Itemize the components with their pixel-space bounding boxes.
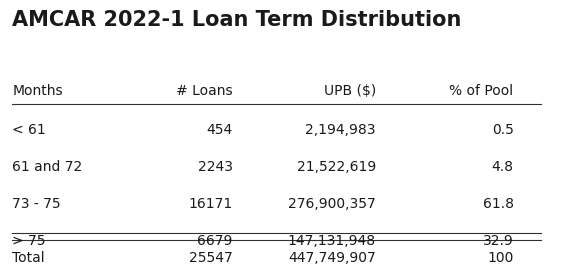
Text: 6679: 6679	[197, 234, 233, 248]
Text: 61 and 72: 61 and 72	[13, 160, 83, 175]
Text: 454: 454	[206, 124, 233, 137]
Text: UPB ($): UPB ($)	[324, 84, 376, 98]
Text: Months: Months	[13, 84, 63, 98]
Text: 100: 100	[487, 251, 514, 265]
Text: 25547: 25547	[189, 251, 233, 265]
Text: AMCAR 2022-1 Loan Term Distribution: AMCAR 2022-1 Loan Term Distribution	[13, 10, 462, 30]
Text: 447,749,907: 447,749,907	[288, 251, 376, 265]
Text: 16171: 16171	[189, 198, 233, 211]
Text: 61.8: 61.8	[483, 198, 514, 211]
Text: < 61: < 61	[13, 124, 46, 137]
Text: 21,522,619: 21,522,619	[296, 160, 376, 175]
Text: 2243: 2243	[198, 160, 233, 175]
Text: > 75: > 75	[13, 234, 46, 248]
Text: % of Pool: % of Pool	[450, 84, 514, 98]
Text: 276,900,357: 276,900,357	[288, 198, 376, 211]
Text: 2,194,983: 2,194,983	[306, 124, 376, 137]
Text: Total: Total	[13, 251, 45, 265]
Text: 4.8: 4.8	[491, 160, 514, 175]
Text: 147,131,948: 147,131,948	[288, 234, 376, 248]
Text: 73 - 75: 73 - 75	[13, 198, 61, 211]
Text: # Loans: # Loans	[176, 84, 233, 98]
Text: 32.9: 32.9	[483, 234, 514, 248]
Text: 0.5: 0.5	[492, 124, 514, 137]
